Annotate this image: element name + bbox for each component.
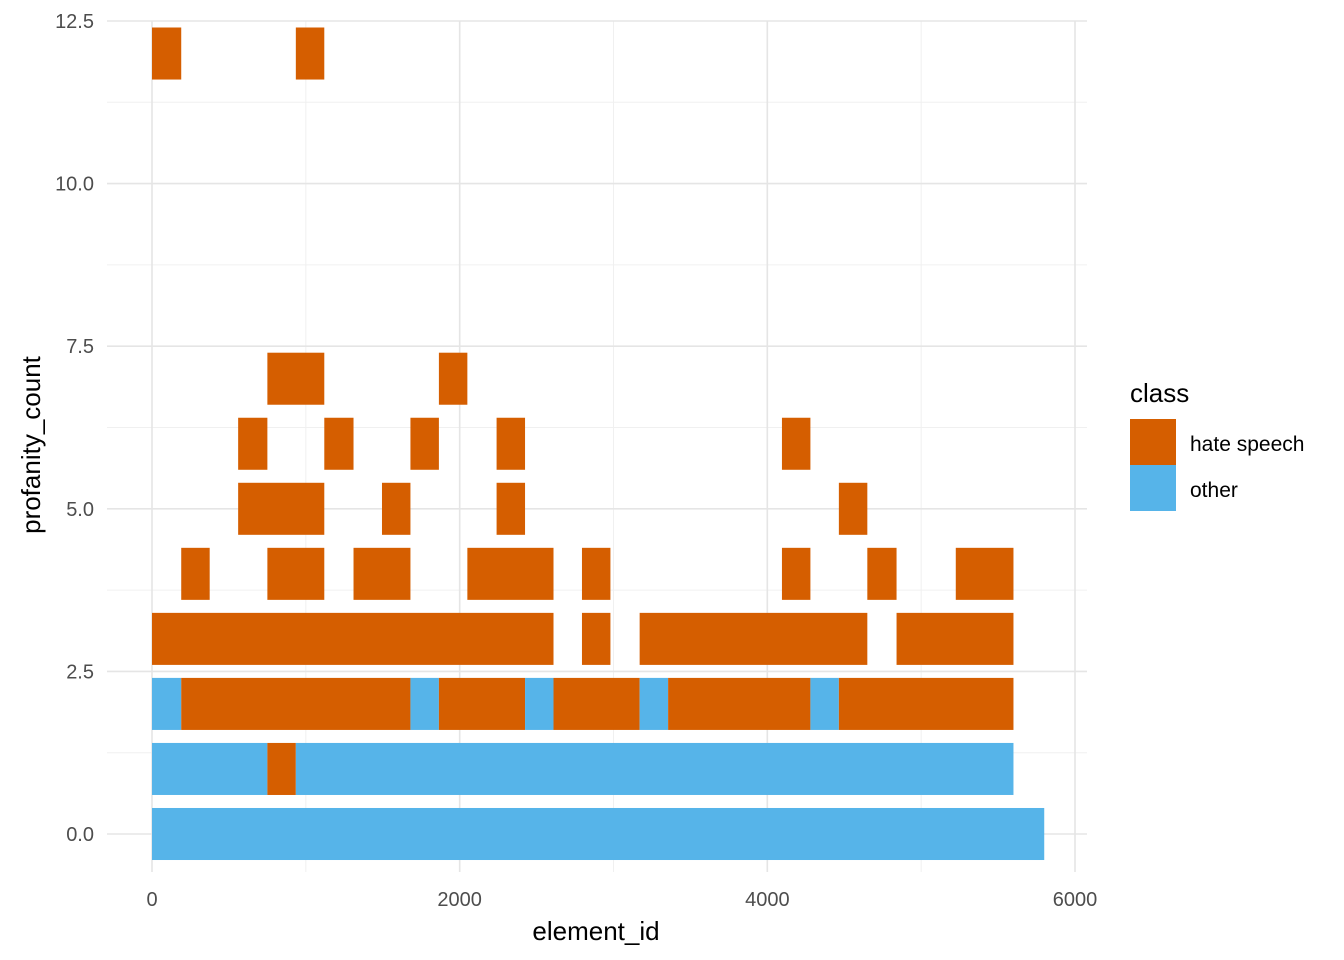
y-tick-label: 10.0 — [55, 174, 94, 196]
tile-hate-speech — [496, 417, 526, 470]
tile-hate-speech — [152, 612, 554, 665]
tiles — [152, 27, 1045, 861]
tile-hate-speech — [267, 547, 325, 600]
y-tick-label: 7.5 — [66, 336, 94, 358]
tile-hate-speech — [267, 352, 325, 405]
tile-other — [639, 677, 669, 730]
x-tick-label: 0 — [146, 889, 157, 911]
tile-hate-speech — [181, 677, 411, 730]
tile-other — [410, 677, 439, 730]
tile-hate-speech — [353, 547, 411, 600]
tile-hate-speech — [668, 677, 811, 730]
tile-hate-speech — [381, 482, 411, 535]
legend-key-hate-speech — [1130, 419, 1176, 465]
tile-other — [152, 677, 182, 730]
tile-hate-speech — [438, 677, 526, 730]
tile-hate-speech — [267, 742, 296, 795]
tile-other — [295, 742, 1014, 795]
x-axis-title: element_id — [532, 916, 659, 946]
tile-other — [152, 742, 268, 795]
y-ticks: 0.0 2.5 5.0 7.5 10.0 12.5 — [55, 11, 94, 846]
x-tick-label: 4000 — [745, 889, 790, 911]
tile-hate-speech — [295, 27, 325, 80]
tile-hate-speech — [838, 677, 1014, 730]
tile-hate-speech — [410, 417, 439, 470]
tile-hate-speech — [581, 547, 611, 600]
tile-hate-speech — [867, 547, 897, 600]
tile-hate-speech — [496, 482, 526, 535]
legend-label-hate-speech: hate speech — [1190, 433, 1304, 456]
y-tick-label: 2.5 — [66, 661, 94, 683]
tile-hate-speech — [438, 352, 468, 405]
tile-hate-speech — [152, 27, 182, 80]
x-tick-label: 6000 — [1053, 889, 1098, 911]
y-tick-label: 5.0 — [66, 499, 94, 521]
tile-other — [152, 807, 1045, 861]
tile-hate-speech — [781, 417, 811, 470]
tile-hate-speech — [238, 417, 268, 470]
tile-hate-speech — [838, 482, 868, 535]
legend-title: class — [1130, 378, 1189, 408]
x-tick-label: 2000 — [437, 889, 482, 911]
y-axis-title: profanity_count — [16, 355, 46, 534]
tile-hate-speech — [639, 612, 868, 665]
tile-hate-speech — [553, 677, 640, 730]
tile-hate-speech — [581, 612, 611, 665]
y-tick-label: 0.0 — [66, 824, 94, 846]
legend-key-other — [1130, 465, 1176, 511]
tile-other — [810, 677, 839, 730]
tile-hate-speech — [781, 547, 811, 600]
x-ticks: 0 2000 4000 6000 — [146, 889, 1097, 911]
tile-hate-speech — [238, 482, 325, 535]
legend: class hate speech other — [1130, 378, 1304, 511]
tile-hate-speech — [324, 417, 354, 470]
tile-hate-speech — [896, 612, 1014, 665]
tile-hate-speech — [955, 547, 1014, 600]
y-tick-label: 12.5 — [55, 11, 94, 33]
legend-label-other: other — [1190, 479, 1238, 502]
tile-other — [525, 677, 554, 730]
tile-hate-speech — [181, 547, 210, 600]
tile-hate-speech — [467, 547, 554, 600]
